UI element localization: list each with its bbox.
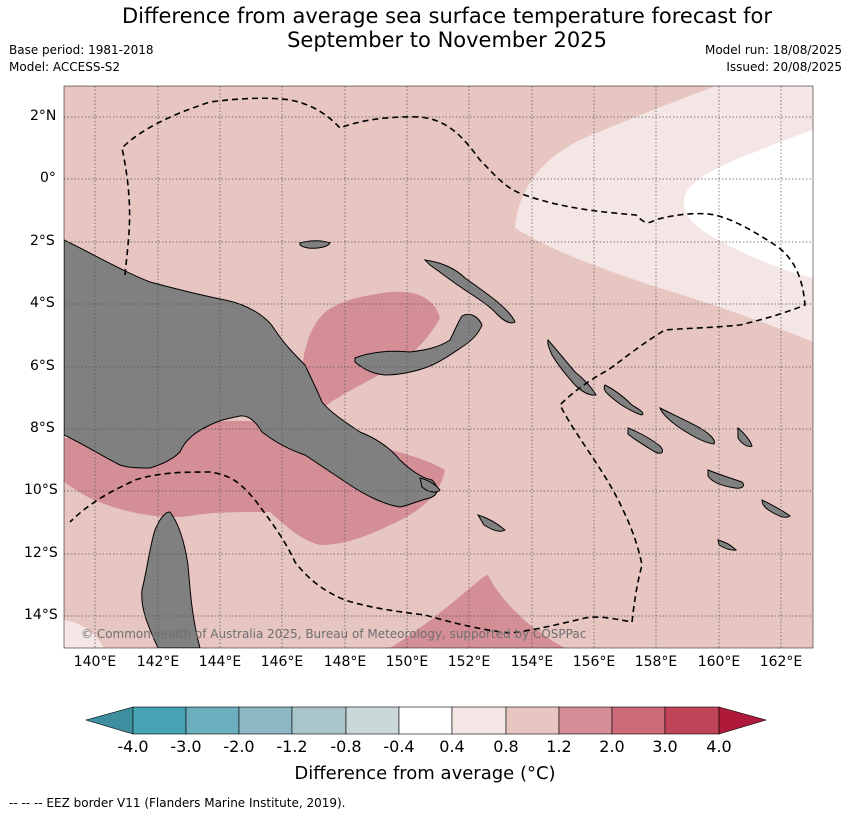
lat-label-4s: 4°S — [30, 295, 55, 311]
lon-label-148e: 148°E — [323, 654, 367, 670]
colorbar-swatch-7 — [451, 706, 507, 735]
colorbar-tick: 4.0 — [706, 737, 732, 756]
meta-left: Base period: 1981-2018 Model: ACCESS-S2 — [9, 42, 154, 76]
eez-legend: -- -- -- EEZ border V11 (Flanders Marine… — [9, 796, 346, 810]
colorbar-swatch-3 — [238, 706, 293, 735]
colorbar-swatch-2 — [185, 706, 240, 735]
land-new-guinea — [64, 239, 438, 508]
colorbar-tick: -2.0 — [223, 737, 255, 756]
lon-label-140e: 140°E — [73, 654, 117, 670]
colorbar-tick: -3.0 — [170, 737, 202, 756]
colorbar-title: Difference from average (°C) — [294, 763, 556, 784]
lon-label-150e: 150°E — [385, 654, 429, 670]
lat-label-14s: 14°S — [24, 607, 58, 623]
land-new-britain — [354, 313, 483, 376]
colorbar-tick: 3.0 — [652, 737, 678, 756]
anomaly-field-corner — [64, 620, 104, 648]
colorbar-tick: 1.2 — [546, 737, 572, 756]
map-canvas: © Commonwealth of Australia 2025, Bureau… — [64, 86, 813, 648]
land-islet — [717, 539, 738, 551]
title-line-2: September to November 2025 — [287, 28, 607, 52]
lat-label-12s: 12°S — [24, 545, 58, 561]
colorbar-swatch-5 — [345, 706, 400, 735]
lon-label-156e: 156°E — [572, 654, 616, 670]
lat-label-8s: 8°S — [30, 420, 55, 436]
colorbar-swatch-9 — [558, 706, 613, 735]
land-bougainville — [547, 339, 597, 396]
model-name: Model: ACCESS-S2 — [9, 60, 121, 74]
lon-label-154e: 154°E — [510, 654, 554, 670]
colorbar-swatch-11 — [664, 706, 720, 735]
land-new-ireland — [423, 259, 516, 324]
meta-right: Model run: 18/08/2025 Issued: 20/08/2025 — [705, 42, 842, 76]
land-guadalcanal — [627, 427, 663, 454]
title-line-1: Difference from average sea surface temp… — [122, 4, 772, 28]
land-manus — [299, 240, 331, 249]
issued-date: Issued: 20/08/2025 — [726, 60, 842, 74]
anomaly-field-1.2-2.0-north — [303, 291, 440, 410]
lat-label-6s: 6°S — [30, 358, 55, 374]
colorbar-tick: 2.0 — [599, 737, 625, 756]
base-period: Base period: 1981-2018 — [9, 43, 154, 57]
colorbar — [84, 706, 768, 735]
land-dentrecasteaux — [419, 477, 441, 493]
land-makira — [707, 469, 745, 489]
colorbar-swatch-4 — [291, 706, 347, 735]
lon-label-158e: 158°E — [634, 654, 678, 670]
map-frame — [63, 85, 814, 649]
colorbar-tick: 0.4 — [439, 737, 465, 756]
lat-label-10s: 10°S — [24, 482, 58, 498]
colorbar-swatch-10 — [611, 706, 666, 735]
land-cape-york — [141, 511, 201, 648]
land-rennell — [761, 499, 791, 518]
copyright-text: © Commonwealth of Australia 2025, Bureau… — [81, 627, 586, 641]
colorbar-tick: -1.2 — [276, 737, 308, 756]
anomaly-field-0.4-0.8 — [515, 86, 813, 342]
lat-label-2n: 2°N — [30, 108, 57, 124]
colorbar-swatch-8 — [505, 706, 560, 735]
lat-label-0: 0° — [40, 170, 56, 186]
lon-label-142e: 142°E — [136, 654, 180, 670]
anomaly-field-1.2-2.0-coral — [390, 575, 565, 648]
lon-label-144e: 144°E — [198, 654, 242, 670]
chart-title: Difference from average sea surface temp… — [0, 4, 850, 52]
lon-label-152e: 152°E — [447, 654, 491, 670]
lon-label-162e: 162°E — [759, 654, 803, 670]
graticule — [64, 86, 813, 648]
land-santa-isabel — [659, 407, 715, 445]
colorbar-tick: 0.8 — [493, 737, 519, 756]
colorbar-tick: -0.8 — [330, 737, 362, 756]
model-run: Model run: 18/08/2025 — [704, 43, 842, 57]
land-choiseul — [603, 384, 644, 416]
colorbar-swatch-6 — [398, 706, 453, 735]
colorbar-tick: -4.0 — [117, 737, 149, 756]
colorbar-tick: -0.4 — [383, 737, 415, 756]
colorbar-extend-low — [84, 706, 134, 735]
land-louisiade — [476, 514, 506, 532]
lat-label-2s: 2°S — [30, 233, 55, 249]
lon-label-160e: 160°E — [697, 654, 741, 670]
colorbar-extend-high — [718, 706, 768, 735]
colorbar-swatch-1 — [132, 706, 187, 735]
land-malaita — [737, 426, 753, 447]
lon-label-146e: 146°E — [260, 654, 304, 670]
